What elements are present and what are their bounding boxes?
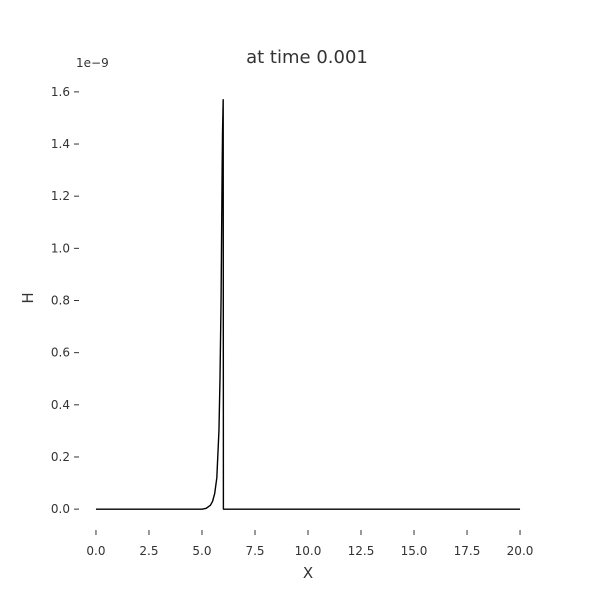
x-axis-label: X	[303, 564, 313, 582]
y-tick-label: 1.2	[51, 189, 70, 203]
y-tick-label: 0.6	[51, 346, 70, 360]
y-tick-label: 0.2	[51, 450, 70, 464]
x-tick-label: 0.0	[86, 544, 105, 558]
x-tick-label: 15.0	[401, 544, 428, 558]
x-tick-label: 10.0	[295, 544, 322, 558]
x-tick-label: 17.5	[454, 544, 481, 558]
x-tick-label: 5.0	[192, 544, 211, 558]
y-tick-label: 0.4	[51, 398, 70, 412]
y-tick-label: 1.4	[51, 137, 70, 151]
x-tick-label: 2.5	[139, 544, 158, 558]
plot-area	[95, 98, 521, 510]
y-tick-label: 0.0	[51, 502, 70, 516]
y-tick-label: 1.0	[51, 241, 70, 255]
y-axis-ticks: 0.0 0.2 0.4 0.6 0.8 1.0 1.2 1.4 1.6	[51, 85, 79, 516]
y-tick-label: 1.6	[51, 85, 70, 99]
chart-title: at time 0.001	[246, 47, 368, 68]
y-axis-label: H	[19, 292, 37, 303]
x-axis-ticks: 0.0 2.5 5.0 7.5 10.0 12.5 15.0 17.5 20.0	[86, 530, 533, 558]
x-tick-label: 7.5	[245, 544, 264, 558]
x-tick-label: 12.5	[348, 544, 375, 558]
y-offset-label: 1e−9	[76, 56, 109, 70]
y-tick-label: 0.8	[51, 294, 70, 308]
x-tick-label: 20.0	[507, 544, 534, 558]
series-line	[95, 98, 521, 510]
